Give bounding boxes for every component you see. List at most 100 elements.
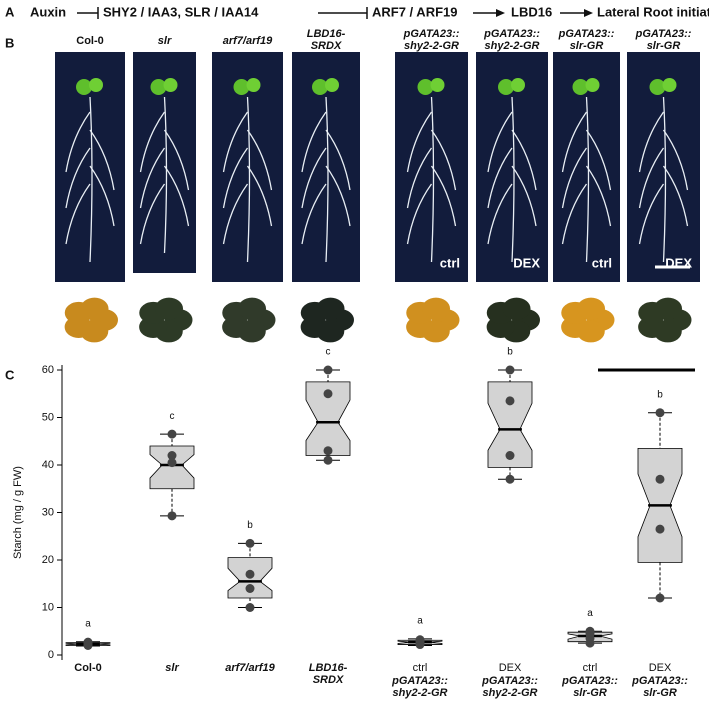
lateral-root (163, 129, 190, 191)
lateral-root (638, 147, 665, 209)
significance-letter: a (85, 618, 91, 629)
box (487, 381, 533, 468)
lateral-root (246, 165, 273, 227)
pathway-arrows (77, 7, 593, 19)
data-point (505, 451, 515, 460)
pathway-step: ARF7 / ARF19 (372, 4, 457, 19)
rosette-leaf (502, 297, 531, 320)
lateral-root (325, 165, 351, 227)
root (246, 96, 251, 263)
rosette (222, 297, 276, 343)
lateral-root (139, 147, 166, 209)
data-point (167, 429, 177, 439)
rosette-leaf (80, 297, 109, 320)
rosette (64, 297, 118, 343)
lateral-root (89, 165, 115, 227)
data-point (655, 593, 665, 603)
data-point (655, 524, 665, 534)
data-point (323, 389, 333, 399)
lateral-root (406, 147, 433, 209)
treatment-label: DEX (499, 662, 522, 674)
data-point (655, 408, 665, 418)
lateral-root (430, 129, 457, 191)
data-point (323, 446, 333, 456)
group-label: pGATA23:: (631, 675, 688, 687)
y-tick-label: 30 (42, 506, 54, 518)
lateral-root (662, 129, 689, 191)
group-label: pGATA23:: (481, 675, 538, 687)
photo-title: slr-GR (647, 40, 681, 52)
data-point (655, 474, 665, 484)
group-label: slr (165, 662, 179, 674)
roots (222, 96, 273, 263)
significance-letter: c (170, 411, 175, 422)
significance-letter: a (587, 608, 593, 619)
lateral-root (246, 129, 273, 191)
root (89, 96, 93, 263)
rosette (139, 297, 193, 343)
panel-label: A (5, 4, 15, 19)
treatment-overlay: DEX (513, 255, 540, 270)
lateral-root (301, 183, 327, 245)
significance-letter: b (507, 347, 513, 358)
data-point (323, 455, 333, 465)
leaves (246, 78, 261, 92)
leaves (417, 79, 434, 95)
pathway-step: SHY2 / IAA3, SLR / IAA14 (103, 4, 259, 19)
photo-title: slr (158, 35, 172, 47)
photo-title: slr-GR (570, 40, 604, 52)
pathway-step: LBD16 (511, 4, 552, 19)
data-point (83, 641, 93, 650)
data-point (167, 511, 177, 521)
data-point (505, 365, 515, 375)
photo-title: shy2-2-GR (404, 40, 459, 52)
lateral-root (511, 129, 537, 191)
leaves (649, 79, 666, 95)
data-point (245, 584, 255, 593)
rosette (561, 297, 615, 343)
lateral-root (65, 111, 91, 173)
group-label: slr-GR (643, 687, 677, 699)
y-tick-label: 40 (42, 459, 54, 471)
photo-title: pGATA23:: (558, 28, 615, 40)
rosette-leaf (155, 297, 184, 320)
data-point (505, 396, 515, 406)
group-label: slr-GR (573, 687, 607, 699)
treatment-overlay: ctrl (592, 255, 612, 270)
data-point (505, 474, 515, 484)
lateral-root (301, 147, 327, 209)
lateral-root (662, 165, 689, 227)
lateral-root (89, 129, 115, 191)
rosette (406, 297, 460, 343)
root (163, 96, 168, 254)
group-label: pGATA23:: (391, 675, 448, 687)
photo-title: pGATA23:: (403, 28, 460, 40)
photo-title: arf7/arf19 (223, 35, 273, 47)
treatment-label: ctrl (413, 662, 428, 674)
panel-label: B (5, 35, 14, 50)
group-label: SRDX (313, 674, 344, 686)
leaves (511, 78, 525, 92)
group-label: shy2-2-GR (482, 687, 537, 699)
significance-letter: b (657, 389, 663, 400)
lateral-root (222, 147, 249, 209)
rosette (486, 297, 540, 343)
box (305, 381, 351, 456)
data-point (585, 638, 595, 648)
data-point (167, 458, 177, 468)
rosette-leaf (654, 297, 683, 320)
photo-title: pGATA23:: (483, 28, 540, 40)
root (662, 96, 667, 263)
root (430, 96, 435, 263)
roots (638, 96, 689, 263)
lateral-root (487, 111, 513, 173)
significance-letter: b (247, 520, 253, 531)
rosette (300, 297, 354, 343)
root (325, 96, 329, 263)
data-point (323, 365, 333, 375)
pathway-step: Auxin (30, 4, 66, 19)
lateral-root (65, 183, 91, 245)
roots (301, 96, 351, 263)
lateral-root (638, 111, 665, 173)
pathway-step: Lateral Root initiation (597, 4, 709, 19)
